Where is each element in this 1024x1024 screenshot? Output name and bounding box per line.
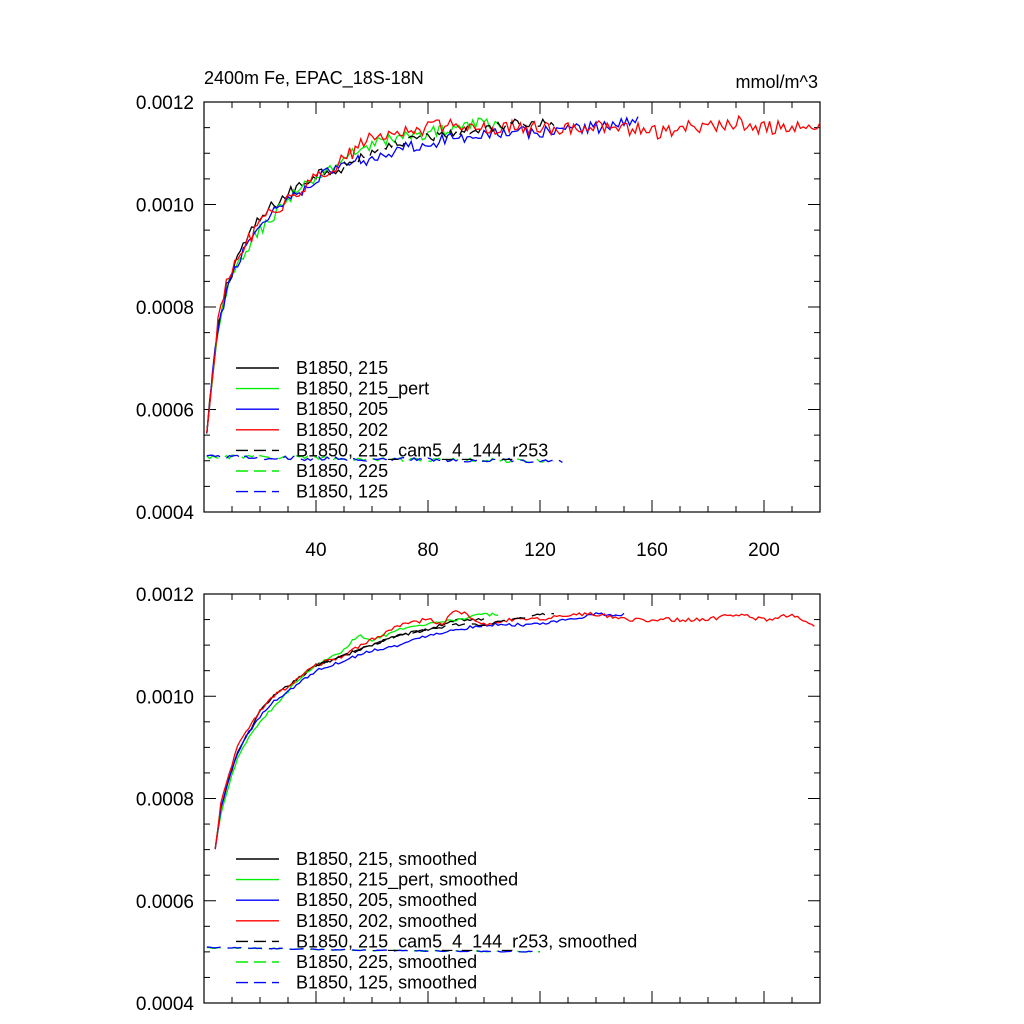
series-line [206, 454, 563, 464]
top-panel-title: 2400m Fe, EPAC_18S-18N [204, 68, 424, 89]
x-tick-label: 40 [305, 540, 326, 561]
legend-label: B1850, 215_cam5_4_144_r253 [296, 440, 548, 461]
legend-label: B1850, 202, smoothed [296, 911, 477, 931]
legend-label: B1850, 215_pert [296, 379, 429, 400]
y-tick-label: 0.0006 [136, 892, 194, 913]
series-line [214, 612, 625, 850]
series-line [206, 114, 821, 433]
legend-label: B1850, 215_cam5_4_144_r253, smoothed [296, 931, 637, 952]
top-panel: 2400m Fe, EPAC_18S-18N mmol/m^3 0.0012 0.… [136, 68, 821, 561]
legend-label: B1850, 225 [296, 461, 388, 481]
series-line [206, 946, 541, 953]
series-line [206, 116, 639, 434]
series-line [214, 617, 485, 850]
series-line [214, 612, 499, 850]
series-line [315, 612, 555, 667]
legend-label: B1850, 215, smoothed [296, 849, 477, 869]
y-tick-label: 0.0008 [136, 790, 194, 811]
y-tick-label: 0.0008 [136, 298, 194, 319]
x-tick-label: 160 [636, 540, 668, 561]
y-tick-label: 0.0010 [136, 687, 194, 708]
series-line [343, 117, 555, 167]
legend-label: B1850, 215_pert, smoothed [296, 870, 518, 891]
x-tick-label: 120 [524, 540, 556, 561]
legend-label: B1850, 202 [296, 420, 388, 440]
legend-label: B1850, 205 [296, 399, 388, 419]
legend-label: B1850, 215 [296, 358, 388, 378]
y-tick-label: 0.0012 [136, 585, 194, 606]
legend-label: B1850, 125, smoothed [296, 973, 477, 993]
x-tick-label: 200 [748, 540, 780, 561]
y-tick-label: 0.0006 [136, 401, 194, 422]
legend-label: B1850, 205, smoothed [296, 890, 477, 910]
top-panel-units: mmol/m^3 [736, 72, 818, 92]
series-line [214, 610, 815, 849]
bottom-panel: 0.0012 0.0010 0.0008 0.0006 0.0004 B1850, 215… [136, 585, 821, 1015]
y-tick-label: 0.0012 [136, 93, 194, 114]
legend-label: B1850, 225, smoothed [296, 952, 477, 972]
y-tick-label: 0.0004 [136, 994, 195, 1015]
y-tick-label: 0.0010 [136, 196, 194, 217]
y-tick-label: 0.0004 [136, 503, 195, 524]
legend-label: B1850, 125 [296, 482, 388, 502]
x-tick-label: 80 [417, 540, 438, 561]
